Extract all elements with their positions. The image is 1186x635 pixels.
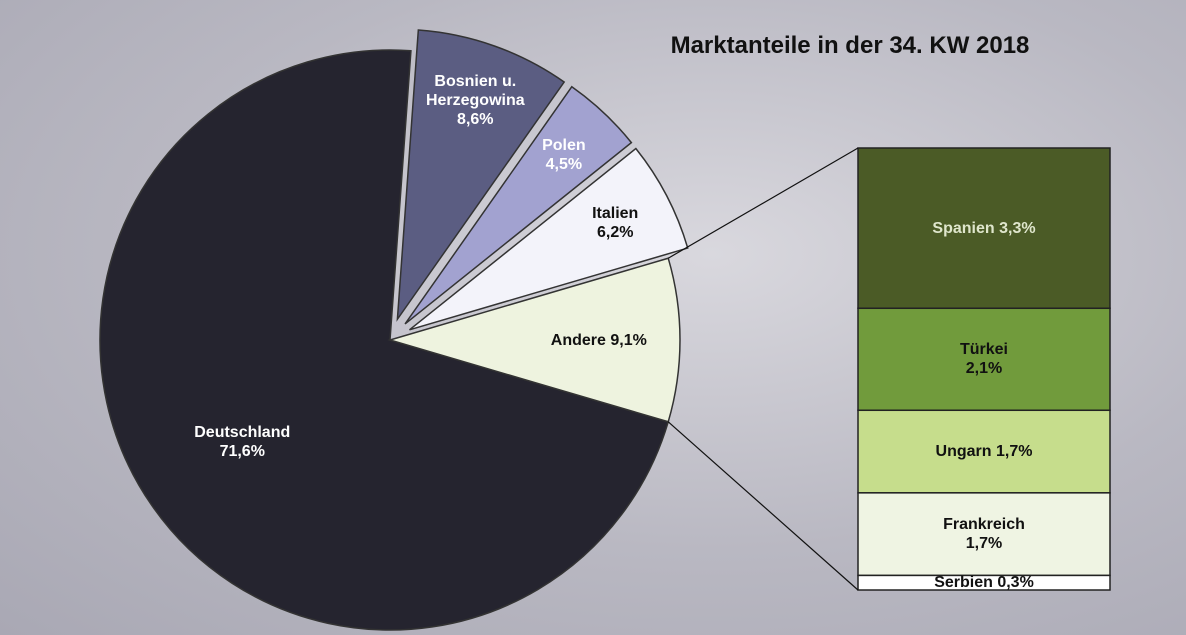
data-label: Frankreich 1,7% bbox=[914, 515, 1054, 553]
connector bbox=[667, 147, 859, 259]
label-name: Serbien bbox=[934, 574, 993, 592]
data-label: Polen 4,5% bbox=[494, 136, 634, 174]
label-name: Bosnien u. Herzegowina bbox=[425, 73, 525, 110]
label-name: Frankreich bbox=[943, 516, 1025, 534]
label-value: 71,6% bbox=[219, 443, 265, 461]
label-name: Italien bbox=[592, 204, 639, 222]
data-label: Bosnien u. Herzegowina 8,6% bbox=[405, 72, 545, 129]
data-label: Türkei 2,1% bbox=[914, 340, 1054, 378]
label-value: 1,7% bbox=[965, 535, 1003, 553]
chart-title: Marktanteile in der 34. KW 2018 bbox=[670, 32, 1030, 59]
pie-slice bbox=[404, 85, 633, 325]
bar-segment bbox=[857, 147, 1111, 310]
label-value: 0,3% bbox=[997, 574, 1034, 592]
pie-slice bbox=[409, 147, 689, 331]
pie-slice bbox=[99, 49, 670, 631]
data-label: Serbien 0,3% bbox=[914, 573, 1054, 592]
label-value: 8,6% bbox=[457, 111, 494, 129]
bar-segment bbox=[857, 574, 1111, 591]
data-label: Ungarn 1,7% bbox=[914, 442, 1054, 461]
label-value: 9,1% bbox=[610, 331, 647, 349]
pie-slice bbox=[387, 257, 681, 423]
label-name: Polen bbox=[542, 136, 586, 154]
label-value: 1,7% bbox=[995, 443, 1033, 461]
label-value: 3,3% bbox=[999, 219, 1036, 237]
connector bbox=[667, 421, 859, 591]
pie-slice bbox=[396, 29, 566, 322]
data-label: Spanien 3,3% bbox=[914, 219, 1054, 238]
data-label: Andere 9,1% bbox=[529, 331, 669, 350]
bar-segment bbox=[857, 307, 1111, 412]
label-value: 4,5% bbox=[545, 155, 583, 173]
label-name: Andere bbox=[550, 331, 606, 349]
label-value: 6,2% bbox=[596, 223, 634, 241]
label-name: Türkei bbox=[959, 341, 1008, 359]
bar-segment bbox=[857, 492, 1111, 577]
label-value: 2,1% bbox=[965, 360, 1003, 378]
label-name: Ungarn bbox=[935, 443, 992, 461]
bar-segment bbox=[857, 409, 1111, 494]
label-name: Deutschland bbox=[194, 424, 291, 442]
label-name: Spanien bbox=[932, 219, 995, 237]
data-label: Deutschland 71,6% bbox=[172, 423, 312, 461]
data-label: Italien 6,2% bbox=[545, 204, 685, 242]
